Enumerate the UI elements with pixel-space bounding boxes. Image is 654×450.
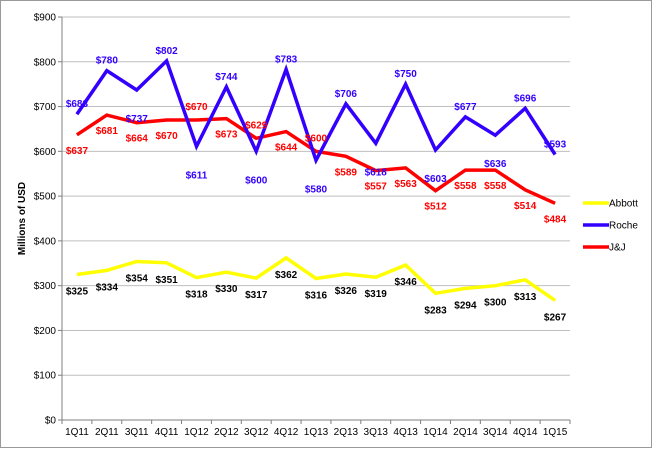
data-label-roche: $696 [514, 93, 537, 104]
data-label-j-j: $557 [365, 182, 388, 193]
data-label-abbott: $294 [454, 300, 477, 311]
x-tick-label: 3Q12 [244, 427, 269, 438]
y-tick-label: $300 [34, 281, 57, 292]
legend-label-j-j: J&J [609, 243, 626, 254]
x-tick-labels: 1Q11 2Q11 3Q11 4Q11 1Q12 2Q12 3Q12 4Q12 1Q13 2Q13… [65, 427, 568, 438]
data-label-abbott: $354 [126, 273, 149, 284]
x-tick-label: 3Q11 [125, 427, 149, 438]
y-tick-label: $400 [34, 236, 57, 247]
data-label-abbott: $283 [424, 305, 447, 316]
data-label-j-j: $600 [305, 133, 328, 144]
x-tick-label: 4Q11 [155, 427, 179, 438]
y-tick-label: $900 [34, 13, 57, 24]
data-label-roche: $744 [215, 72, 238, 83]
x-tick-label: 1Q11 [65, 427, 89, 438]
data-label-j-j: $558 [454, 181, 477, 192]
data-label-roche: $780 [96, 56, 119, 67]
legend-label-abbott: Abbott [609, 199, 638, 210]
data-label-j-j: $484 [544, 214, 567, 225]
series-line-roche [75, 57, 557, 165]
data-label-roche: $603 [424, 174, 447, 185]
data-label-abbott: $317 [245, 290, 268, 301]
data-label-roche: $706 [335, 89, 358, 100]
data-label-abbott: $326 [335, 286, 358, 297]
data-label-abbott: $316 [305, 291, 328, 302]
data-label-j-j: $644 [275, 143, 298, 154]
x-tick-label: 4Q13 [393, 427, 418, 438]
legend: Abbott Roche J&J [583, 199, 638, 254]
series-lines [75, 57, 557, 302]
data-label-roche: $580 [305, 184, 328, 195]
y-tick-label: $200 [34, 326, 57, 337]
x-tick-label: 1Q13 [304, 427, 329, 438]
data-labels: $325 $334 $354 $351 $318 $330 $317 $362 $316 $326… [66, 46, 567, 324]
data-label-j-j: $629 [245, 120, 268, 131]
y-tick-label: $700 [34, 102, 57, 113]
data-label-roche: $802 [155, 46, 178, 57]
x-tick-label: 1Q15 [543, 427, 568, 438]
data-label-roche: $636 [484, 159, 507, 170]
y-tick-label: $800 [34, 57, 57, 68]
data-label-j-j: $681 [96, 126, 119, 137]
x-tick-label: 4Q12 [274, 427, 299, 438]
data-label-j-j: $670 [155, 131, 178, 142]
data-label-roche: $677 [454, 102, 477, 113]
data-label-j-j: $512 [424, 202, 447, 213]
series-line-abbott [76, 255, 557, 302]
x-tick-label: 4Q14 [513, 427, 538, 438]
y-axis-label: Millions of USD [17, 182, 28, 255]
data-label-roche: $683 [66, 99, 89, 110]
axes [58, 16, 571, 424]
data-label-roche: $737 [126, 114, 149, 125]
data-label-j-j: $563 [395, 179, 418, 190]
data-label-j-j: $664 [126, 134, 149, 145]
legend-label-roche: Roche [609, 221, 638, 232]
data-label-abbott: $325 [66, 286, 89, 297]
y-tick-label: $600 [34, 147, 57, 158]
data-label-roche: $611 [186, 170, 208, 181]
data-label-abbott: $330 [215, 284, 238, 295]
data-label-abbott: $318 [185, 290, 208, 301]
data-label-abbott: $267 [544, 312, 567, 323]
series-line-j-j [75, 113, 556, 205]
x-tick-label: 1Q14 [423, 427, 448, 438]
x-tick-label: 3Q14 [483, 427, 508, 438]
data-label-abbott: $313 [514, 292, 537, 303]
y-tick-label: $500 [34, 192, 57, 203]
data-label-roche: $593 [544, 139, 567, 150]
x-tick-label: 2Q12 [214, 427, 239, 438]
data-label-roche: $750 [395, 69, 418, 80]
data-label-j-j: $514 [514, 201, 537, 212]
data-label-j-j: $558 [484, 181, 507, 192]
x-tick-label: 1Q12 [184, 427, 209, 438]
data-label-abbott: $346 [395, 277, 418, 288]
x-tick-label: 2Q14 [453, 427, 478, 438]
x-tick-label: 2Q11 [95, 427, 119, 438]
y-tick-labels: $0 $100 $200 $300 $400 $500 $600 $700 $800 $900 [34, 13, 57, 427]
y-tick-label: $0 [45, 416, 57, 427]
data-label-j-j: $670 [185, 102, 208, 113]
y-tick-label: $100 [34, 371, 57, 382]
data-label-j-j: $589 [335, 167, 358, 178]
x-tick-label: 2Q13 [334, 427, 359, 438]
data-label-j-j: $673 [215, 130, 238, 141]
data-label-roche: $600 [245, 175, 268, 186]
gridlines [62, 16, 570, 376]
data-label-abbott: $300 [484, 298, 507, 309]
data-label-abbott: $362 [275, 270, 298, 281]
data-label-abbott: $351 [155, 275, 178, 286]
data-label-roche: $618 [365, 167, 388, 178]
x-tick-label: 3Q13 [364, 427, 389, 438]
data-label-abbott: $334 [96, 282, 119, 293]
data-label-roche: $783 [275, 54, 298, 65]
data-label-j-j: $637 [66, 146, 89, 157]
data-label-abbott: $319 [365, 289, 388, 300]
